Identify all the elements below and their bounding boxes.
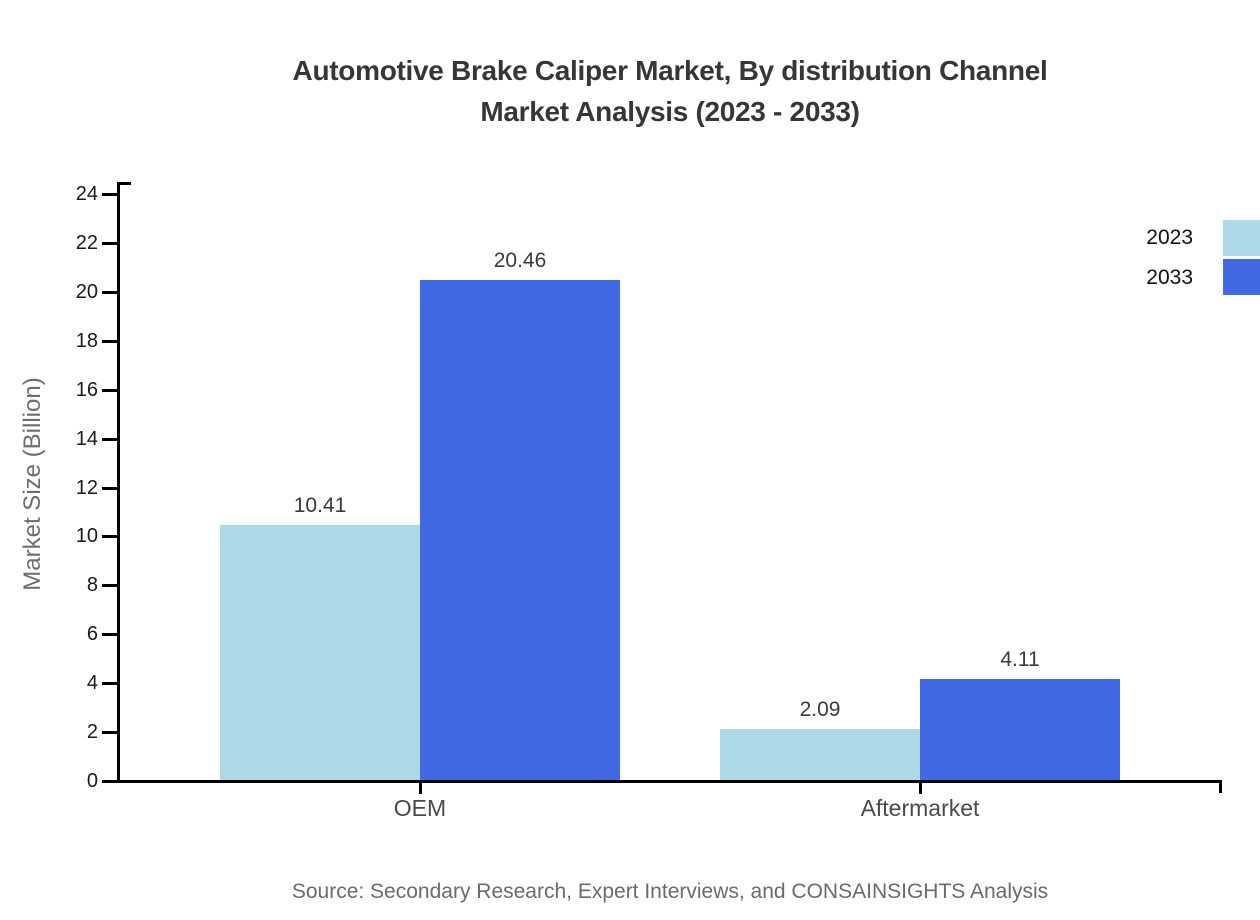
y-tick-label: 20 bbox=[75, 280, 98, 303]
y-tick-mark bbox=[102, 780, 117, 783]
y-tick-label: 0 bbox=[86, 770, 98, 792]
x-category-label: OEM bbox=[393, 795, 447, 821]
legend-label-2023: 2023 bbox=[1146, 226, 1193, 249]
x-category-label: Aftermarket bbox=[860, 795, 980, 821]
legend-label-2033: 2033 bbox=[1146, 266, 1193, 289]
y-tick-mark bbox=[102, 388, 117, 392]
y-tick-mark bbox=[102, 731, 117, 735]
y-tick-label: 22 bbox=[75, 231, 98, 254]
bar-value-label: 10.41 bbox=[293, 494, 347, 518]
y-tick-mark bbox=[102, 682, 117, 686]
x-tick-mark bbox=[919, 782, 922, 794]
chart-title: Automotive Brake Caliper Market, By dist… bbox=[118, 50, 1222, 132]
y-tick-label: 6 bbox=[86, 623, 98, 646]
y-axis-top-cap bbox=[117, 182, 131, 185]
y-tick-label: 18 bbox=[75, 329, 98, 352]
y-tick-label: 2 bbox=[86, 721, 98, 744]
bar-2023-oem bbox=[220, 525, 420, 780]
chart-title-line2: Market Analysis (2023 - 2033) bbox=[480, 96, 860, 127]
source-note: Source: Secondary Research, Expert Inter… bbox=[291, 880, 1049, 903]
y-tick-label: 16 bbox=[75, 378, 98, 401]
y-tick-mark bbox=[102, 486, 117, 490]
legend-swatch-2033 bbox=[1223, 259, 1260, 295]
y-tick-mark bbox=[102, 535, 117, 539]
y-tick-mark bbox=[102, 290, 117, 294]
y-tick-label: 4 bbox=[86, 672, 98, 695]
bar-value-label: 20.46 bbox=[493, 248, 547, 272]
y-tick-label: 10 bbox=[75, 525, 98, 548]
y-tick-mark bbox=[102, 584, 117, 588]
y-tick-mark bbox=[102, 241, 117, 245]
y-tick-mark bbox=[102, 633, 117, 637]
x-tick-mark bbox=[419, 782, 422, 794]
chart-title-line1: Automotive Brake Caliper Market, By dist… bbox=[292, 55, 1048, 86]
bar-value-label: 4.11 bbox=[1000, 648, 1040, 672]
y-tick-label: 24 bbox=[75, 183, 98, 205]
y-tick-mark bbox=[102, 437, 117, 441]
y-axis-line bbox=[117, 182, 120, 783]
y-tick-mark bbox=[102, 193, 117, 196]
bar-2033-aftermarket bbox=[920, 679, 1120, 780]
bar-2023-aftermarket bbox=[720, 728, 920, 780]
x-axis-end-cap bbox=[1219, 780, 1222, 793]
y-tick-label: 14 bbox=[75, 427, 98, 450]
y-tick-label: 12 bbox=[75, 476, 98, 499]
bar-value-label: 2.09 bbox=[799, 697, 841, 721]
y-tick-mark bbox=[102, 339, 117, 343]
y-tick-label: 8 bbox=[86, 574, 98, 597]
legend-swatch-2023 bbox=[1223, 220, 1260, 256]
bar-2033-oem bbox=[420, 279, 620, 780]
x-axis-line bbox=[114, 780, 1222, 783]
